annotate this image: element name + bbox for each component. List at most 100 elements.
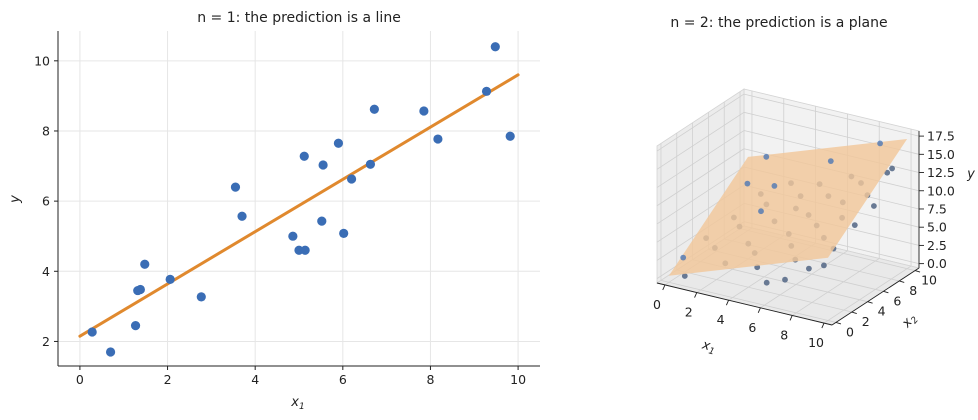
chart-1-point: [230, 182, 241, 192]
chart-2-y-axis-label: x2: [899, 311, 921, 333]
chart-2-z-tick-label: 7.5: [927, 201, 947, 216]
panel-plane: n = 2: the prediction is a plane 0246810…: [653, 15, 975, 358]
chart-1-point: [165, 274, 175, 284]
chart-1-y-axis-label: y: [8, 195, 23, 204]
chart-2-floor-gridline: [660, 280, 837, 323]
chart-1-point: [237, 211, 247, 221]
chart-2-floor-gridline: [792, 258, 880, 316]
chart-1-point: [339, 228, 349, 239]
chart-2-x-tick-label: 6: [748, 320, 756, 335]
chart-2-x-tick-mark: [725, 300, 730, 306]
chart-2-y-axis: [831, 267, 920, 326]
chart-2-floor-gridline: [823, 265, 912, 324]
chart-2-plane: [668, 139, 908, 276]
chart-1-point: [505, 131, 515, 141]
chart-2-y-tick-label: 0: [846, 324, 854, 339]
chart-2-point: [763, 279, 770, 286]
chart-2-side-gridline: [656, 148, 745, 207]
chart-1-point: [333, 138, 344, 148]
chart-1-point: [130, 321, 141, 331]
chart-2-y-tick-mark: [867, 301, 873, 304]
chart-2-points-front: [680, 140, 883, 261]
chart-2-y-tick-label: 8: [909, 283, 917, 298]
chart-2-z-tick-label: 5.0: [927, 220, 947, 235]
chart-2-floor-gridline: [760, 250, 848, 309]
chart-1-x-tick-label: 0: [76, 372, 84, 387]
chart-2-side-gridline: [656, 93, 745, 152]
chart-1-point: [196, 292, 206, 302]
chart-2-x-tick-label: 2: [685, 305, 693, 320]
chart-1-x-tick-label: 6: [339, 372, 347, 387]
chart-1-y-tick-label: 6: [42, 194, 50, 209]
chart-2-z-tick-label: 12.5: [927, 165, 955, 180]
chart-1-x-tick-label: 2: [164, 372, 172, 387]
chart-1-fit-line: [78, 73, 520, 338]
chart-2-z-axis-label: y: [966, 167, 975, 182]
chart-2-point: [889, 165, 895, 172]
chart-1-x-tick-label: 10: [510, 372, 526, 387]
chart-1-y-tick-label: 10: [34, 53, 50, 68]
chart-1-point: [87, 327, 97, 337]
chart-2-point: [758, 208, 764, 215]
chart-2-side-gridline: [656, 130, 745, 188]
chart-1-point: [369, 104, 379, 114]
chart-1-point: [140, 259, 150, 269]
chart-2-y-tick-label: 10: [921, 273, 937, 288]
chart-1-x-tick-label: 4: [251, 372, 259, 387]
chart-2-point: [681, 273, 688, 279]
chart-2-y-tick-mark: [883, 290, 889, 294]
chart-2-plane-group: [668, 139, 908, 276]
chart-1-point: [433, 134, 443, 144]
chart-2-x-axis: [656, 282, 833, 326]
chart-1-point: [299, 151, 309, 161]
chart-1-point: [135, 284, 145, 295]
chart-2-x-tick-mark: [789, 315, 793, 321]
chart-2-floor-gridline: [676, 269, 852, 313]
chart-2-back-gridline: [743, 93, 920, 137]
chart-2-z-tick-label: 17.5: [927, 129, 955, 144]
chart-1-fit-line-group: [78, 73, 520, 338]
chart-1-x-tick-label: 8: [426, 372, 434, 387]
chart-1-gridlines: [58, 31, 540, 366]
chart-2-x-tick-mark: [757, 307, 761, 313]
chart-1-point: [481, 86, 492, 96]
chart-1-point: [419, 106, 429, 116]
chart-2-z-tick-label: 2.5: [927, 238, 947, 253]
chart-2-z-tick-label: 10.0: [927, 183, 955, 198]
chart-2-point: [744, 180, 751, 187]
chart-1-x-axis-label: x1: [290, 395, 304, 412]
chart-2-side-gridline: [656, 166, 745, 225]
chart-2-point: [771, 183, 778, 189]
chart-2-y-tick-mark: [899, 280, 905, 283]
chart-2-point: [871, 203, 877, 209]
chart-1-point: [105, 347, 116, 357]
chart-1-point: [300, 245, 310, 255]
chart-2-title: n = 2: the prediction is a plane: [670, 15, 887, 31]
chart-2-y-tick-label: 2: [862, 314, 870, 329]
chart-1-title: n = 1: the prediction is a line: [197, 10, 401, 26]
chart-2-z-tick-label: 15.0: [927, 147, 955, 162]
chart-1-y-tick-label: 4: [42, 264, 50, 279]
chart-1-point: [490, 42, 500, 52]
chart-1-point: [365, 159, 376, 169]
chart-2-x-tick-label: 4: [717, 312, 725, 327]
chart-2-point: [806, 265, 812, 272]
chart-1-ticks: 0 2 4 6 8 10 2 4 6 8 10: [34, 53, 526, 387]
chart-2-point: [884, 169, 891, 176]
chart-2-x-axis-label: x1: [699, 337, 717, 357]
chart-2-y-tick-mark: [914, 270, 921, 273]
chart-2-x-tick-label: 8: [780, 327, 788, 342]
chart-2-point: [821, 262, 827, 269]
chart-2-y-tick-label: 6: [893, 293, 901, 308]
chart-1-point: [346, 174, 357, 184]
chart-2-x-tick-mark: [694, 292, 698, 298]
chart-2-x-tick-mark: [821, 322, 825, 329]
chart-2-y-tick-label: 4: [878, 304, 886, 319]
chart-2-point: [851, 222, 858, 229]
chart-2-x-tick-mark: [662, 284, 666, 291]
chart-2-point: [877, 140, 883, 147]
chart-1-point: [288, 231, 298, 241]
chart-2-x-tick-label: 10: [808, 335, 824, 350]
chart-1-y-tick-label: 2: [42, 334, 50, 349]
